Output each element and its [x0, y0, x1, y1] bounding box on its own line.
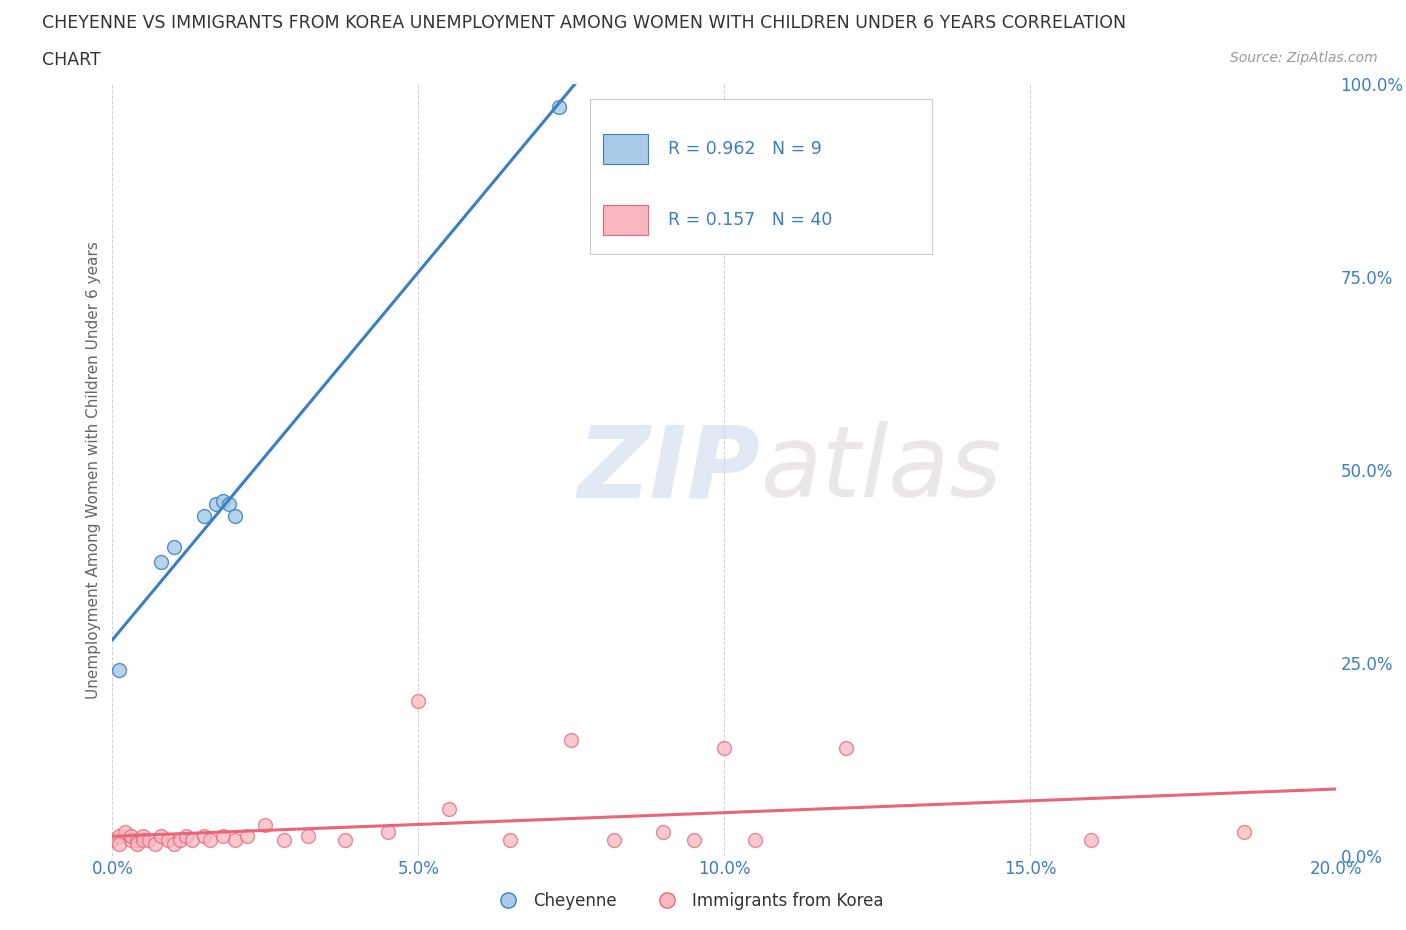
- Text: CHEYENNE VS IMMIGRANTS FROM KOREA UNEMPLOYMENT AMONG WOMEN WITH CHILDREN UNDER 6: CHEYENNE VS IMMIGRANTS FROM KOREA UNEMPL…: [42, 14, 1126, 32]
- Point: [377, 825, 399, 840]
- Point: [499, 832, 522, 847]
- Point: [150, 829, 173, 844]
- Point: [107, 663, 129, 678]
- Point: [236, 829, 259, 844]
- Point: [107, 829, 129, 844]
- Text: Source: ZipAtlas.com: Source: ZipAtlas.com: [1230, 51, 1378, 65]
- Point: [1080, 832, 1102, 847]
- Text: CHART: CHART: [42, 51, 101, 69]
- Point: [218, 497, 240, 512]
- Point: [125, 837, 148, 852]
- Point: [548, 100, 571, 114]
- Point: [408, 694, 430, 709]
- Y-axis label: Unemployment Among Women with Children Under 6 years: Unemployment Among Women with Children U…: [86, 241, 101, 698]
- Point: [174, 829, 197, 844]
- Text: ZIP: ZIP: [578, 421, 761, 518]
- Point: [205, 497, 228, 512]
- Point: [224, 509, 246, 524]
- Point: [211, 493, 233, 508]
- Point: [156, 832, 179, 847]
- Point: [193, 829, 215, 844]
- Point: [603, 832, 626, 847]
- Point: [169, 832, 191, 847]
- Point: [138, 832, 160, 847]
- Point: [333, 832, 356, 847]
- Point: [560, 733, 582, 748]
- Point: [835, 740, 858, 755]
- Point: [101, 832, 124, 847]
- Point: [120, 832, 142, 847]
- Point: [143, 837, 166, 852]
- Point: [181, 832, 204, 847]
- Text: atlas: atlas: [761, 421, 1002, 518]
- Point: [1233, 825, 1256, 840]
- Point: [297, 829, 319, 844]
- Point: [150, 555, 173, 570]
- Point: [211, 829, 233, 844]
- Point: [682, 832, 704, 847]
- Point: [193, 509, 215, 524]
- Point: [713, 740, 735, 755]
- Legend: Cheyenne, Immigrants from Korea: Cheyenne, Immigrants from Korea: [485, 885, 890, 917]
- Point: [254, 817, 277, 832]
- Point: [224, 832, 246, 847]
- Point: [200, 832, 222, 847]
- Point: [652, 825, 675, 840]
- Point: [132, 829, 155, 844]
- Point: [744, 832, 766, 847]
- Point: [163, 837, 186, 852]
- Point: [125, 832, 148, 847]
- Point: [163, 539, 186, 554]
- Point: [437, 802, 460, 817]
- Point: [132, 832, 155, 847]
- Point: [120, 829, 142, 844]
- Point: [273, 832, 295, 847]
- Point: [107, 837, 129, 852]
- Point: [114, 825, 136, 840]
